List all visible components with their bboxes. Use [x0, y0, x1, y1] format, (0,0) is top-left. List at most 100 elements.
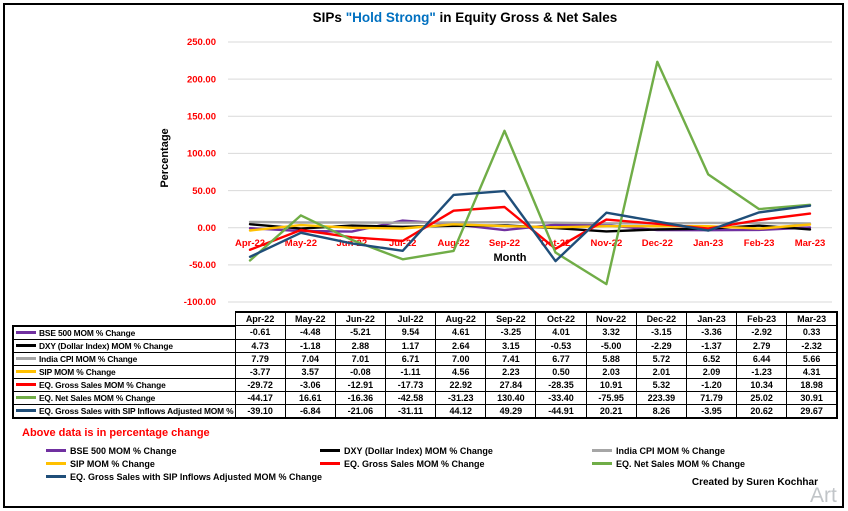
table-value-cell: -1.18: [284, 338, 336, 353]
legend-label: SIP MOM % Change: [70, 458, 155, 469]
table-value-cell: -3.95: [685, 403, 738, 419]
x-axis-title: Month: [493, 252, 527, 264]
y-tick-label: 250.00: [187, 37, 216, 48]
watermark-text: Art: [810, 484, 837, 507]
table-month-header: Feb-23: [736, 311, 788, 326]
table-value-cell: 20.62: [736, 403, 788, 419]
table-value-cell: 7.01: [334, 351, 386, 366]
table-value-cell: -0.53: [535, 338, 587, 353]
legend-column: BSE 500 MOM % Change SIP MOM % Change EQ. …: [46, 444, 322, 483]
legend-label: EQ. Gross Sales MOM % Change: [344, 458, 485, 469]
table-value-cell: -17.73: [384, 377, 437, 392]
table-value-cell: 6.71: [384, 351, 437, 366]
table-month-header: Nov-22: [585, 311, 637, 326]
table-row: SIP MOM % Change -3.77 3.57 -0.08 -1.11 4.56 2…: [12, 364, 839, 379]
table-value-cell: -1.23: [736, 364, 788, 379]
series-line-swatch-icon: [16, 408, 36, 412]
chart-title-suffix: in Equity Gross & Net Sales: [435, 10, 618, 25]
y-tick-label: 200.00: [187, 74, 216, 85]
table-month-header: Dec-22: [635, 311, 687, 326]
table-value-cell: -75.95: [585, 390, 637, 405]
series-line-swatch-icon: [16, 343, 36, 347]
table-value-cell: 2.88: [334, 338, 386, 353]
table-value-cell: -1.11: [384, 364, 437, 379]
series-name: EQ. Gross Sales MOM % Change: [39, 379, 166, 390]
legend-swatch-icon: [46, 449, 66, 452]
x-tick-label: Apr-22: [235, 238, 265, 249]
x-tick-label: Mar-23: [795, 238, 826, 249]
table-month-header: Mar-23: [786, 311, 839, 326]
legend-label: DXY (Dollar Index) MOM % Change: [344, 445, 493, 456]
table-value-cell: 22.92: [435, 377, 487, 392]
series-line-swatch-icon: [16, 330, 36, 334]
table-value-cell: -3.36: [685, 325, 738, 340]
legend-item: BSE 500 MOM % Change: [46, 444, 322, 457]
table-value-cell: 4.61: [435, 325, 487, 340]
table-value-cell: 7.04: [284, 351, 336, 366]
chart-data-table: Apr-22 May-22 Jun-22 Jul-22 Aug-22 Sep-22 Oct-…: [12, 311, 839, 419]
y-tick-label: -100.00: [184, 297, 216, 308]
table-value-cell: -44.91: [535, 403, 587, 419]
series-name: EQ. Net Sales MOM % Change: [39, 392, 156, 403]
y-tick-label: -50.00: [189, 260, 216, 271]
legend-label: EQ. Net Sales MOM % Change: [616, 458, 746, 469]
x-tick-label: Sep-22: [489, 238, 520, 249]
table-value-cell: -31.23: [435, 390, 487, 405]
table-month-header: Sep-22: [485, 311, 537, 326]
footnote: Above data is in percentage change: [22, 427, 210, 439]
x-tick-label: Nov-22: [591, 238, 623, 249]
series-line: [248, 189, 812, 263]
x-tick-label: Jan-23: [693, 238, 723, 249]
table-value-cell: 16.61: [284, 390, 336, 405]
table-row-label: EQ. Gross Sales MOM % Change: [12, 377, 236, 392]
legend-item: EQ. Net Sales MOM % Change: [592, 457, 745, 470]
line-chart: 250.00 200.00 150.00 100.00 50.00 0.00 -50.00 -…: [184, 37, 832, 308]
table-value-cell: -2.32: [786, 338, 839, 353]
legend-swatch-icon: [46, 475, 66, 478]
table-month-header: Oct-22: [535, 311, 587, 326]
table-value-cell: 130.40: [485, 390, 537, 405]
table-value-cell: 6.44: [736, 351, 788, 366]
series-name: BSE 500 MOM % Change: [39, 327, 136, 338]
table-value-cell: 3.15: [485, 338, 537, 353]
table-value-cell: -1.20: [685, 377, 738, 392]
legend-column: India CPI MOM % Change EQ. Net Sales MOM …: [592, 444, 745, 470]
table-value-cell: -33.40: [535, 390, 587, 405]
table-value-cell: -1.37: [685, 338, 738, 353]
table-value-cell: 29.67: [786, 403, 839, 419]
legend-item: EQ. Gross Sales MOM % Change: [320, 457, 493, 470]
table-value-cell: -39.10: [234, 403, 286, 419]
series-line-swatch-icon: [16, 356, 36, 360]
table-value-cell: 2.64: [435, 338, 487, 353]
table-value-cell: -0.08: [334, 364, 386, 379]
series-name: India CPI MOM % Change: [39, 353, 138, 364]
table-month-header: Jun-22: [334, 311, 386, 326]
table-value-cell: 6.52: [685, 351, 738, 366]
legend-item: India CPI MOM % Change: [592, 444, 745, 457]
table-value-cell: -3.06: [284, 377, 336, 392]
table-month-header: Jan-23: [685, 311, 738, 326]
table-row-label: EQ. Gross Sales with SIP Inflows Adjuste…: [12, 403, 236, 419]
table-value-cell: 10.91: [585, 377, 637, 392]
table-value-cell: -29.72: [234, 377, 286, 392]
table-value-cell: 1.17: [384, 338, 437, 353]
table-value-cell: 7.41: [485, 351, 537, 366]
series-line-swatch-icon: [16, 395, 36, 399]
table-value-cell: 3.57: [284, 364, 336, 379]
table-value-cell: -3.25: [485, 325, 537, 340]
legend-swatch-icon: [592, 462, 612, 465]
legend-item: DXY (Dollar Index) MOM % Change: [320, 444, 493, 457]
table-row: EQ. Gross Sales MOM % Change -29.72 -3.06 -…: [12, 377, 839, 392]
x-tick-label: Aug-22: [437, 238, 469, 249]
table-value-cell: 2.23: [485, 364, 537, 379]
table-value-cell: 10.34: [736, 377, 788, 392]
table-value-cell: 49.29: [485, 403, 537, 419]
legend-column: DXY (Dollar Index) MOM % Change EQ. Gross…: [320, 444, 493, 470]
legend-label: India CPI MOM % Change: [616, 445, 726, 456]
table-value-cell: -42.58: [384, 390, 437, 405]
table-value-cell: 71.79: [685, 390, 738, 405]
chart-title-prefix: SIPs: [312, 10, 346, 25]
legend-swatch-icon: [320, 449, 340, 452]
table-row: India CPI MOM % Change 7.79 7.04 7.01 6.71 7.…: [12, 351, 839, 366]
table-value-cell: 25.02: [736, 390, 788, 405]
